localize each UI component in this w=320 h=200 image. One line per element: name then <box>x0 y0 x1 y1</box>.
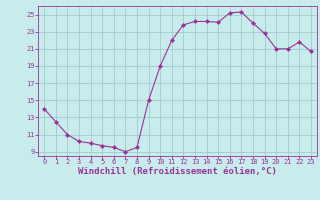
X-axis label: Windchill (Refroidissement éolien,°C): Windchill (Refroidissement éolien,°C) <box>78 167 277 176</box>
